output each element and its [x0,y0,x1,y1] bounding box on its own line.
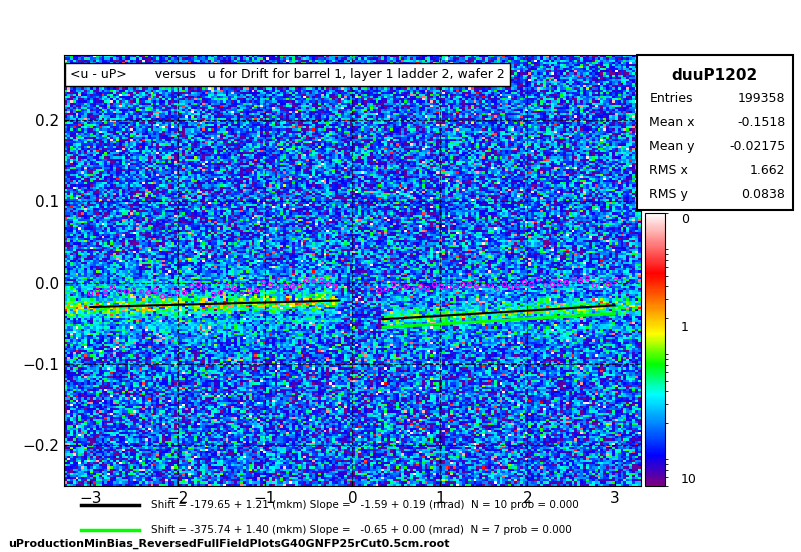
Text: 1.662: 1.662 [750,164,785,177]
Text: 199358: 199358 [738,92,785,105]
Text: Entries: Entries [650,92,693,105]
Text: RMS y: RMS y [650,188,688,201]
Text: -0.02175: -0.02175 [729,140,785,153]
Text: 1: 1 [681,321,689,334]
Text: 10: 10 [681,473,697,486]
Text: -0.1518: -0.1518 [737,116,785,129]
Text: <u - uP>       versus   u for Drift for barrel 1, layer 1 ladder 2, wafer 2: <u - uP> versus u for Drift for barrel 1… [70,68,505,81]
Text: 0: 0 [681,213,689,226]
Text: Mean x: Mean x [650,116,694,129]
Text: Mean y: Mean y [650,140,694,153]
Text: uProductionMinBias_ReversedFullFieldPlotsG40GNFP25rCut0.5cm.root: uProductionMinBias_ReversedFullFieldPlot… [8,539,449,549]
Text: RMS x: RMS x [650,164,688,177]
Text: duuP1202: duuP1202 [672,67,758,83]
Text: Shift = -375.74 + 1.40 (mkm) Slope =   -0.65 + 0.00 (mrad)  N = 7 prob = 0.000: Shift = -375.74 + 1.40 (mkm) Slope = -0.… [151,526,571,535]
Text: 0.0838: 0.0838 [741,188,785,201]
Text: Shift = -179.65 + 1.21 (mkm) Slope =   -1.59 + 0.19 (mrad)  N = 10 prob = 0.000: Shift = -179.65 + 1.21 (mkm) Slope = -1.… [151,500,578,509]
